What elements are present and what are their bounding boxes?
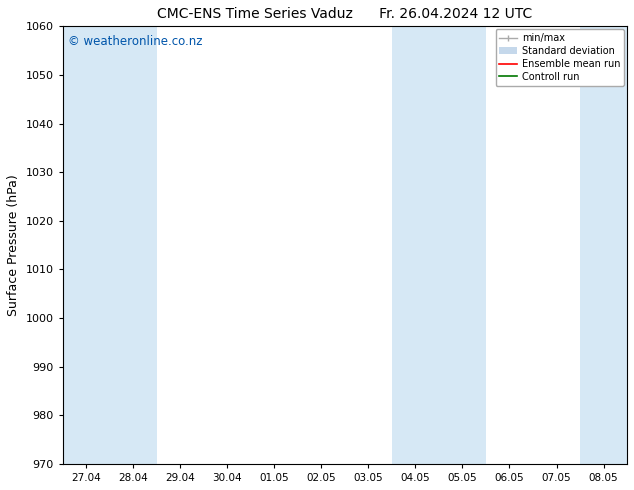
Bar: [63, 26, 110, 464]
Bar: [580, 26, 627, 464]
Bar: [392, 26, 439, 464]
Title: CMC-ENS Time Series Vaduz      Fr. 26.04.2024 12 UTC: CMC-ENS Time Series Vaduz Fr. 26.04.2024…: [157, 7, 533, 21]
Y-axis label: Surface Pressure (hPa): Surface Pressure (hPa): [7, 174, 20, 316]
Bar: [439, 26, 486, 464]
Text: © weatheronline.co.nz: © weatheronline.co.nz: [68, 35, 203, 48]
Bar: [110, 26, 157, 464]
Legend: min/max, Standard deviation, Ensemble mean run, Controll run: min/max, Standard deviation, Ensemble me…: [496, 29, 624, 86]
